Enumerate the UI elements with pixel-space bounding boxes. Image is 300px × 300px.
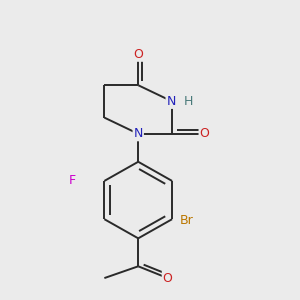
Text: N: N [134, 127, 143, 140]
Text: N: N [167, 95, 176, 108]
Text: O: O [200, 127, 209, 140]
Text: Br: Br [180, 214, 194, 226]
Text: O: O [163, 272, 172, 285]
Text: N: N [167, 95, 176, 108]
Text: O: O [133, 48, 143, 61]
Text: F: F [68, 173, 76, 187]
Text: Br: Br [180, 214, 194, 226]
Text: H: H [184, 95, 193, 108]
Text: O: O [133, 48, 143, 61]
Text: H: H [184, 95, 193, 108]
Text: N: N [134, 127, 143, 140]
Text: O: O [163, 272, 172, 285]
Text: O: O [200, 127, 209, 140]
Text: F: F [68, 173, 76, 187]
